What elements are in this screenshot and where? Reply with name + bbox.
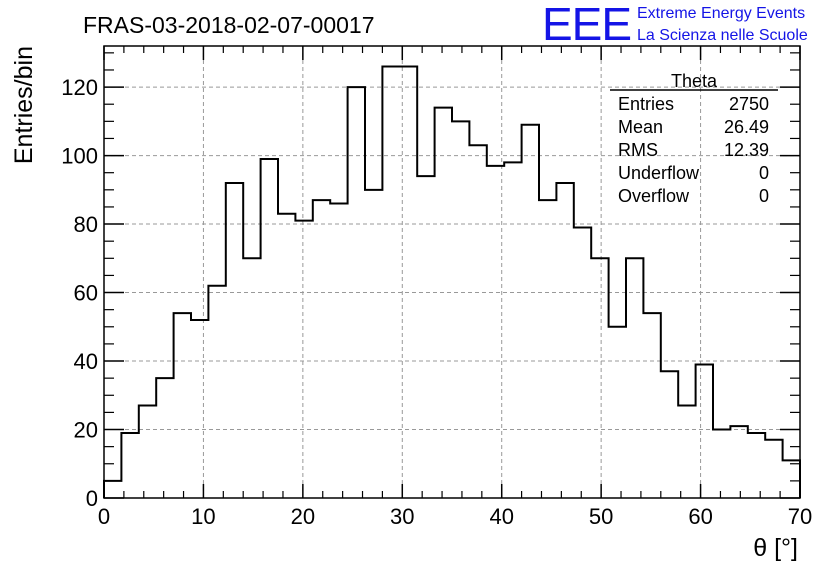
y-tick-label: 100: [61, 144, 98, 169]
histogram-bin: [243, 258, 260, 498]
logo-mark: EEE: [542, 0, 631, 50]
y-axis-tick-labels: 0 20 40 60 80 100 120: [61, 75, 98, 511]
histogram-bin: [696, 364, 713, 498]
histogram-bin: [469, 145, 486, 498]
histogram-bin: [226, 183, 243, 498]
x-tick-label: 10: [191, 504, 215, 529]
histogram-bin: [730, 426, 747, 498]
histogram-bin: [713, 430, 730, 498]
stats-header: Theta: [671, 71, 718, 91]
y-tick-label: 80: [74, 212, 98, 237]
histogram-bin: [313, 200, 330, 498]
histogram-bin: [661, 371, 678, 498]
histogram-bin: [191, 320, 208, 498]
x-tick-label: 70: [788, 504, 812, 529]
histogram-bin: [295, 221, 312, 498]
histogram-bin: [748, 433, 765, 498]
y-tick-label: 40: [74, 349, 98, 374]
x-tick-label: 40: [489, 504, 513, 529]
x-tick-label: 20: [291, 504, 315, 529]
histogram-bin: [765, 440, 782, 498]
stats-value: 0: [759, 186, 769, 206]
histogram-bin: [609, 327, 626, 498]
stats-label: Overflow: [618, 186, 690, 206]
histogram-bin: [487, 166, 504, 498]
stats-label: Underflow: [618, 163, 700, 183]
stats-rows: Entries 2750 Mean 26.49 RMS 12.39 Underf…: [618, 94, 769, 206]
stats-value: 12.39: [724, 140, 769, 160]
y-tick-label: 120: [61, 75, 98, 100]
y-tick-label: 20: [74, 418, 98, 443]
stats-label: Mean: [618, 117, 663, 137]
histogram-bin: [104, 481, 121, 498]
histogram-bin: [156, 378, 173, 498]
stats-label: RMS: [618, 140, 658, 160]
histogram-bin: [435, 108, 452, 498]
x-tick-label: 50: [589, 504, 613, 529]
histogram-bin: [556, 183, 573, 498]
y-tick-label: 0: [86, 486, 98, 511]
histogram-bin: [278, 214, 295, 498]
histogram-outline: [103, 65, 801, 498]
stats-value: 2750: [729, 94, 769, 114]
histogram-bin: [574, 227, 591, 498]
histogram-bin: [365, 190, 382, 498]
histogram-bin: [400, 67, 417, 498]
eee-logo: EEE Extreme Energy Events La Scienza nel…: [542, 0, 808, 50]
histogram-bin: [330, 204, 347, 498]
grid-lines: [104, 46, 800, 498]
histogram-bin: [522, 125, 539, 498]
chart-title: FRAS-03-2018-02-07-00017: [83, 12, 375, 38]
histogram-bin: [783, 460, 800, 498]
stats-value: 0: [759, 163, 769, 183]
histogram-bin: [591, 258, 608, 498]
x-tick-label: 30: [390, 504, 414, 529]
histogram-bin: [261, 159, 278, 498]
histogram-bin: [382, 67, 399, 498]
logo-line-1: Extreme Energy Events: [637, 5, 805, 22]
stats-label: Entries: [618, 94, 674, 114]
histogram-bins: [104, 67, 800, 498]
plot-frame: [103, 45, 801, 499]
x-tick-label: 0: [98, 504, 110, 529]
histogram-bin: [643, 313, 660, 498]
logo-line-2: La Scienza nelle Scuole: [637, 27, 808, 44]
histogram-bin: [504, 162, 521, 498]
y-axis-label: Entries/bin: [10, 46, 38, 164]
y-tick-label: 60: [74, 281, 98, 306]
histogram-bin: [139, 406, 156, 498]
histogram-bin: [417, 176, 434, 498]
histogram-bin: [539, 200, 556, 498]
histogram-bin: [208, 286, 225, 498]
stats-value: 26.49: [724, 117, 769, 137]
histogram-bin: [678, 406, 695, 498]
histogram-bin: [121, 433, 138, 498]
x-tick-label: 60: [688, 504, 712, 529]
x-axis-tick-labels: 0 10 20 30 40 50 60 70: [98, 504, 812, 529]
histogram-bin: [452, 121, 469, 498]
histogram-bin: [174, 313, 191, 498]
histogram-bin: [626, 258, 643, 498]
stats-box: Theta Entries 2750 Mean 26.49 RMS 12.39 …: [610, 71, 778, 206]
x-axis-label: θ [°]: [753, 534, 798, 562]
histogram-bin: [348, 87, 365, 498]
